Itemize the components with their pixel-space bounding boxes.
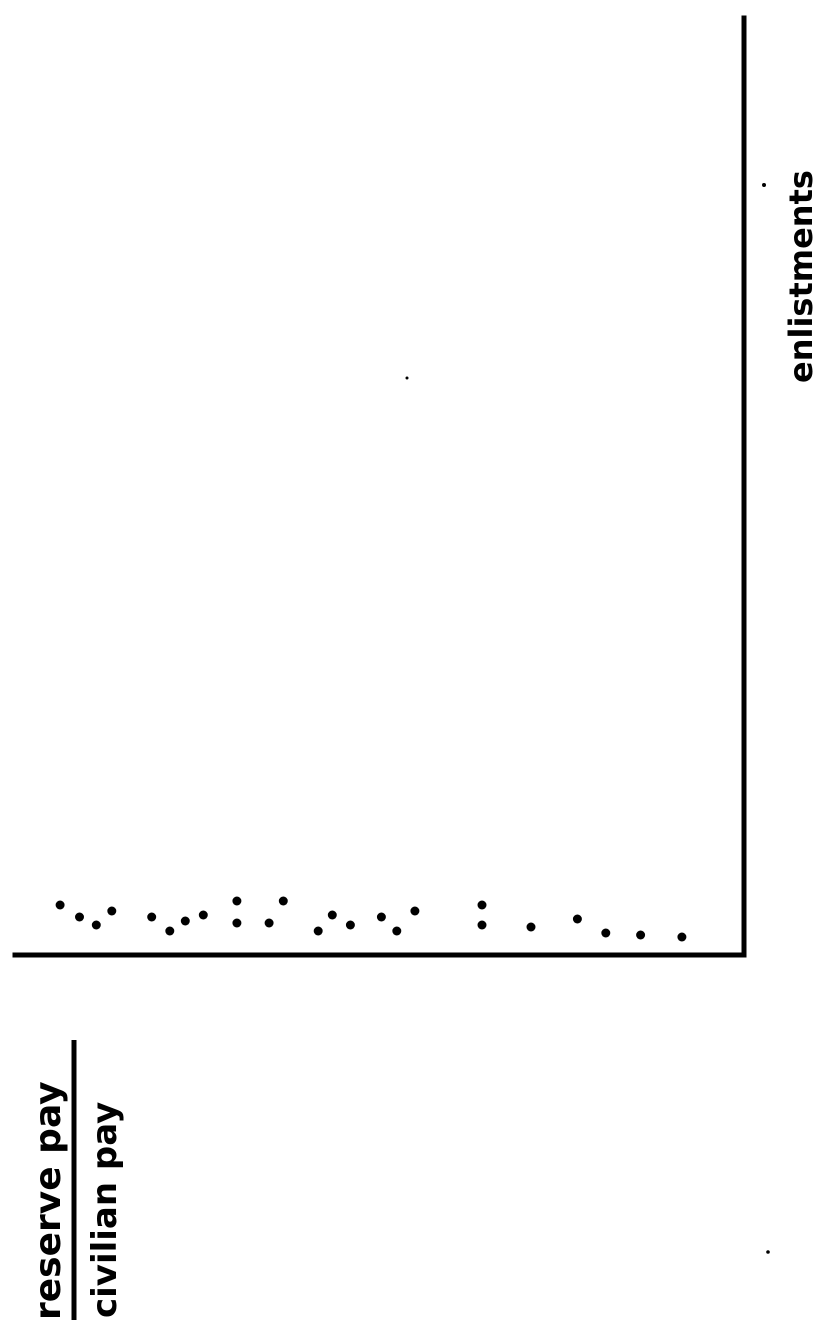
- data-points: [55, 896, 687, 942]
- data-point: [327, 910, 337, 920]
- data-point: [278, 896, 288, 906]
- data-point: [477, 920, 487, 930]
- data-point: [477, 900, 487, 910]
- data-point: [410, 906, 420, 916]
- x-axis-label: enlistments: [782, 170, 820, 383]
- data-point: [376, 912, 386, 922]
- axes: [12, 15, 747, 958]
- data-point: [107, 906, 117, 916]
- data-point: [165, 926, 175, 936]
- y-axis-label-denominator: civilian pay: [85, 1102, 125, 1318]
- data-point: [345, 920, 355, 930]
- data-point: [91, 920, 101, 930]
- scan-speck: [762, 183, 766, 187]
- data-point: [232, 918, 242, 928]
- data-point: [264, 918, 274, 928]
- scan-speck: [405, 376, 409, 380]
- data-point: [572, 914, 582, 924]
- data-point: [526, 922, 536, 932]
- data-point: [198, 910, 208, 920]
- data-point: [313, 926, 323, 936]
- scan-speck: [766, 1250, 770, 1254]
- data-point: [75, 912, 84, 922]
- data-point: [55, 900, 65, 910]
- data-point: [601, 928, 611, 938]
- data-point: [636, 930, 646, 940]
- y-axis-label: reserve pay civilian pay: [28, 1040, 125, 1320]
- y-axis-label-numerator: reserve pay: [28, 1081, 69, 1320]
- data-point: [180, 916, 190, 926]
- data-point: [392, 926, 402, 936]
- data-point: [147, 912, 157, 922]
- data-point: [677, 932, 687, 942]
- data-point: [232, 896, 242, 906]
